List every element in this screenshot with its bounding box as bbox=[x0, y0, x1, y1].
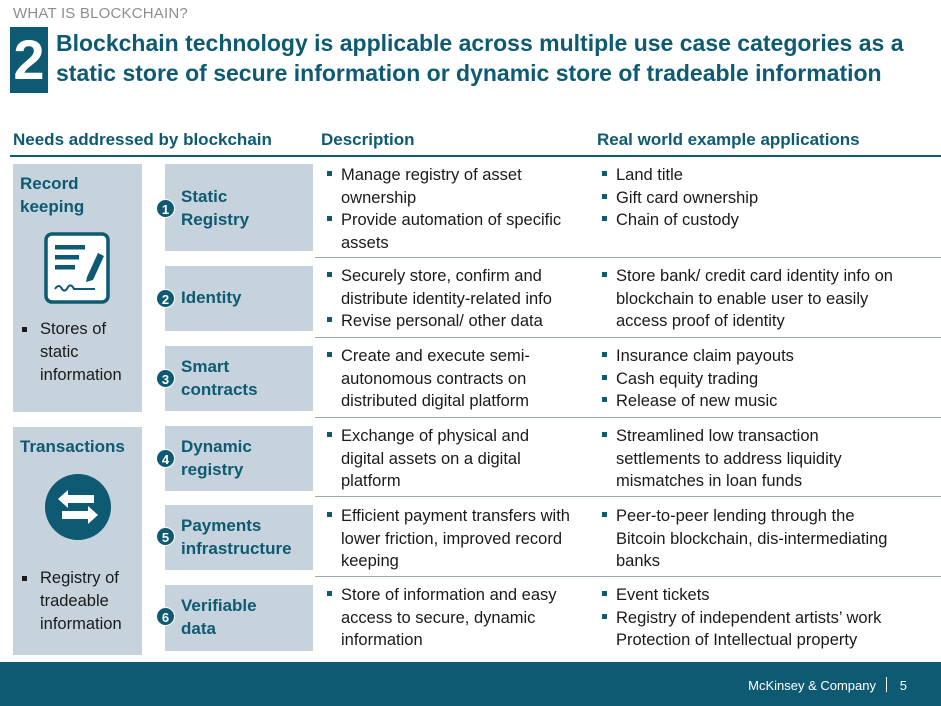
example-item: Land title bbox=[598, 164, 928, 187]
footer-bar: McKinsey & Company 5 bbox=[0, 662, 941, 706]
examples-list: Event tickets Registry of independent ar… bbox=[598, 584, 928, 652]
category-title: Record keeping bbox=[20, 174, 85, 216]
example-item: Protection of Intellectual property bbox=[616, 631, 858, 649]
category-bullet: Stores of static information bbox=[22, 318, 147, 387]
need-label: Payments infrastructure bbox=[181, 516, 292, 558]
row-divider bbox=[315, 337, 941, 338]
description-item: Manage registry of asset ownership bbox=[323, 164, 578, 209]
need-number-badge: 3 bbox=[156, 369, 175, 388]
need-box-payments-infrastructure: Payments infrastructure bbox=[165, 505, 313, 570]
example-item: Registry of independent artists’ work bbox=[598, 607, 928, 630]
row-divider bbox=[315, 417, 941, 418]
description-list: Create and execute semi-autonomous contr… bbox=[323, 345, 575, 413]
need-label: Dynamic registry bbox=[181, 437, 252, 479]
description-item: Securely store, confirm and distribute i… bbox=[323, 265, 588, 310]
header-divider bbox=[10, 155, 941, 157]
examples-list: Insurance claim payouts Cash equity trad… bbox=[598, 345, 928, 413]
need-number-badge: 2 bbox=[156, 289, 175, 308]
category-transactions: Transactions Registry of tradeable infor… bbox=[13, 427, 142, 655]
need-label: Identity bbox=[181, 288, 242, 307]
example-item: Insurance claim payouts bbox=[598, 345, 928, 368]
row-divider bbox=[315, 576, 941, 577]
category-bullet: Registry of tradeable information bbox=[22, 567, 147, 636]
need-box-static-registry: Static Registry bbox=[165, 164, 313, 251]
example-item: Streamlined low transaction settlements … bbox=[598, 425, 898, 493]
example-item: Release of new music bbox=[598, 390, 928, 413]
column-header-description: Description bbox=[321, 130, 415, 149]
example-item: Store bank/ credit card identity info on… bbox=[598, 265, 918, 333]
example-item: Cash equity trading bbox=[598, 368, 928, 391]
column-header-needs: Needs addressed by blockchain bbox=[13, 130, 272, 149]
row-divider bbox=[315, 496, 941, 497]
need-number-badge: 6 bbox=[156, 607, 175, 626]
examples-list: Streamlined low transaction settlements … bbox=[598, 425, 898, 493]
description-item: Efficient payment transfers with lower f… bbox=[323, 505, 585, 573]
description-item: Provide automation of specific assets bbox=[323, 209, 578, 254]
example-item: Peer-to-peer lending through the Bitcoin… bbox=[598, 505, 898, 573]
description-item: Create and execute semi-autonomous contr… bbox=[323, 345, 575, 413]
need-label: Verifiable data bbox=[181, 596, 257, 638]
category-record-keeping: Record keeping Stores of static informat… bbox=[13, 164, 142, 412]
row-divider bbox=[315, 257, 941, 258]
exchange-arrows-icon bbox=[44, 473, 112, 546]
description-item: Revise personal/ other data bbox=[323, 310, 588, 333]
need-number-badge: 4 bbox=[156, 449, 175, 468]
page-number: 5 bbox=[899, 678, 907, 693]
example-item: Event tickets bbox=[598, 584, 928, 607]
section-kicker: WHAT IS BLOCKCHAIN? bbox=[13, 5, 188, 22]
column-header-examples: Real world example applications bbox=[597, 130, 860, 149]
need-label: Smart contracts bbox=[181, 357, 258, 399]
need-number-badge: 1 bbox=[156, 199, 175, 218]
examples-list: Store bank/ credit card identity info on… bbox=[598, 265, 918, 333]
footer-separator bbox=[886, 677, 887, 692]
need-box-dynamic-registry: Dynamic registry bbox=[165, 426, 313, 491]
need-box-identity: Identity bbox=[165, 266, 313, 331]
example-item: Gift card ownership bbox=[598, 187, 928, 210]
description-list: Store of information and easy access to … bbox=[323, 584, 568, 652]
need-number-badge: 5 bbox=[156, 527, 175, 546]
page-title: Blockchain technology is applicable acro… bbox=[56, 30, 904, 86]
need-box-verifiable-data: Verifiable data bbox=[165, 585, 313, 651]
category-title: Transactions bbox=[20, 437, 125, 456]
document-edit-icon bbox=[43, 231, 111, 310]
slide-number-badge: 2 bbox=[10, 27, 48, 93]
footer-brand: McKinsey & Company bbox=[748, 678, 876, 693]
need-label: Static Registry bbox=[181, 187, 250, 229]
description-item: Store of information and easy access to … bbox=[323, 584, 568, 652]
description-list: Efficient payment transfers with lower f… bbox=[323, 505, 585, 573]
description-list: Securely store, confirm and distribute i… bbox=[323, 265, 588, 333]
example-item: Chain of custody bbox=[598, 209, 928, 232]
description-item: Exchange of physical and digital assets … bbox=[323, 425, 573, 493]
need-box-smart-contracts: Smart contracts bbox=[165, 346, 313, 411]
description-list: Manage registry of asset ownership Provi… bbox=[323, 164, 578, 254]
examples-list: Peer-to-peer lending through the Bitcoin… bbox=[598, 505, 898, 573]
description-list: Exchange of physical and digital assets … bbox=[323, 425, 573, 493]
examples-list: Land title Gift card ownership Chain of … bbox=[598, 164, 928, 232]
